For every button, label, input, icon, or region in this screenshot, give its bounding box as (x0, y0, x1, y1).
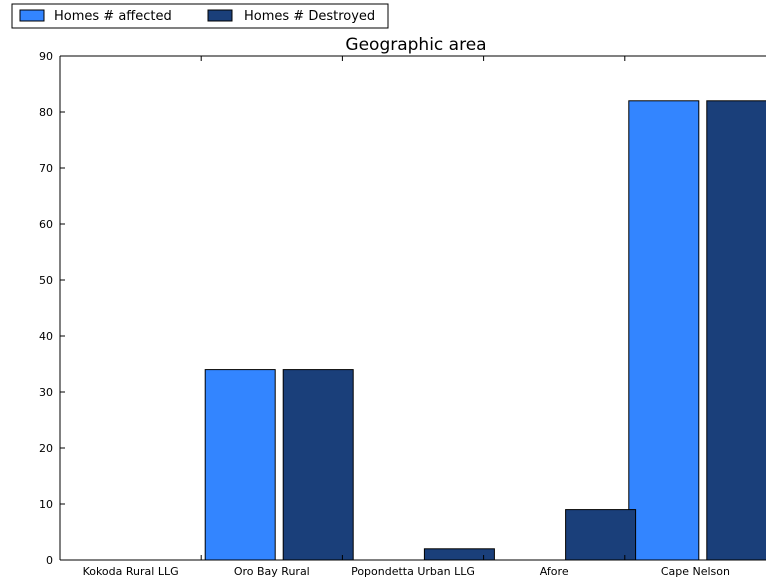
legend-label-destroyed: Homes # Destroyed (244, 9, 375, 24)
x-tick-label-4: Cape Nelson (661, 565, 730, 578)
plot-area: 0 10 20 30 40 50 60 70 80 90 Kokoda Rural LLG Oro B… (39, 50, 766, 578)
y-tick-label-90: 90 (39, 50, 53, 63)
bar-destroyed-4 (706, 100, 766, 561)
legend-swatch-affected (19, 9, 45, 22)
x-tick-label-3: Afore (540, 565, 569, 578)
legend-swatch-destroyed (207, 9, 233, 22)
y-tick-label-60: 60 (39, 218, 53, 231)
bar-destroyed-1 (282, 369, 354, 561)
y-tick-label-50: 50 (39, 274, 53, 287)
bar-affected-1 (204, 369, 276, 561)
y-tick-label-80: 80 (39, 106, 53, 119)
chart-title: Geographic area (345, 35, 486, 55)
legend: Homes # affected Homes # Destroyed (11, 3, 389, 29)
y-tick-label-40: 40 (39, 330, 53, 343)
y-tick-label-10: 10 (39, 498, 53, 511)
y-tick-label-20: 20 (39, 442, 53, 455)
y-tick-label-30: 30 (39, 386, 53, 399)
bar-affected-4 (628, 100, 700, 561)
x-tick-label-1: Oro Bay Rural (234, 565, 310, 578)
legend-label-affected: Homes # affected (54, 9, 172, 24)
y-tick-label-0: 0 (46, 554, 53, 567)
y-tick-label-70: 70 (39, 162, 53, 175)
x-tick-label-0: Kokoda Rural LLG (83, 565, 179, 578)
legend-frame (11, 3, 389, 29)
bar-destroyed-3 (565, 509, 637, 561)
x-tick-label-2: Popondetta Urban LLG (351, 565, 475, 578)
